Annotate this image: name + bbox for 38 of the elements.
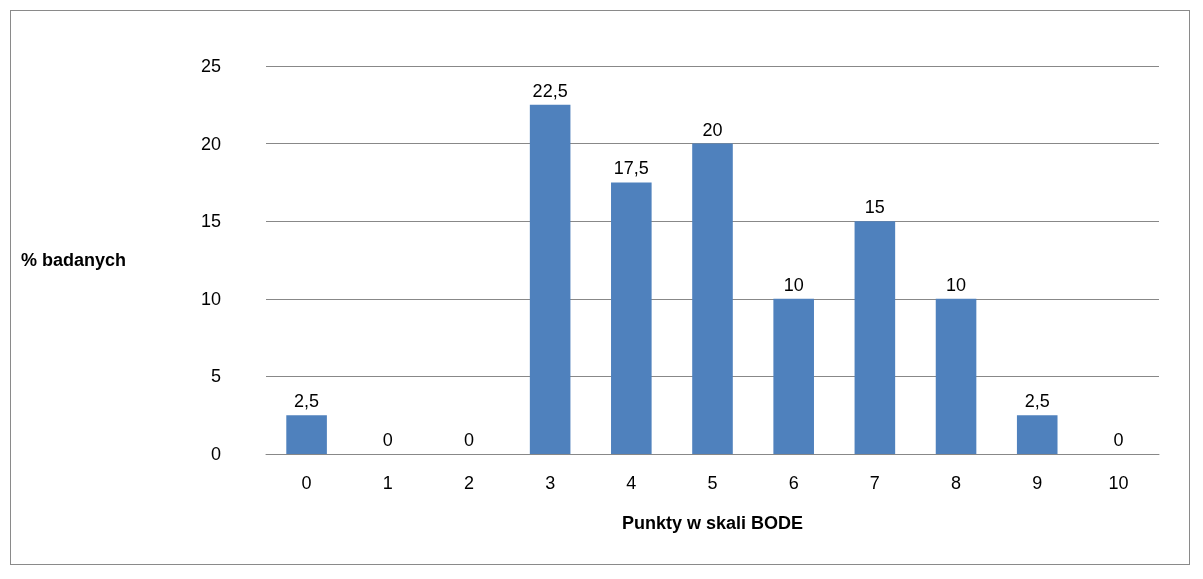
y-axis-title: % badanych <box>20 250 126 270</box>
data-label: 15 <box>864 197 885 218</box>
x-tick-label: 6 <box>788 473 799 493</box>
x-tick-label: 0 <box>301 473 312 493</box>
y-tick-label: 10 <box>200 288 221 309</box>
data-label: 0 <box>382 430 393 450</box>
x-tick-label: 8 <box>951 473 962 493</box>
data-label: 0 <box>463 430 474 450</box>
x-tick-label: 2 <box>463 473 474 493</box>
data-label: 2,5 <box>294 391 320 412</box>
x-tick-label: 9 <box>1032 473 1043 493</box>
data-label: 10 <box>946 274 967 295</box>
y-tick-label: 20 <box>200 133 221 154</box>
y-tick-label: 15 <box>200 211 221 232</box>
y-tick-label: 0 <box>210 444 221 464</box>
bar <box>1016 415 1058 454</box>
data-label: 0 <box>1113 430 1124 450</box>
y-tick-label: 25 <box>200 56 221 76</box>
data-label: 10 <box>783 274 804 295</box>
bar <box>773 298 814 454</box>
x-axis-title: Punkty w skali BODE <box>621 513 804 533</box>
bar <box>611 182 652 454</box>
x-tick-label: 7 <box>869 473 880 493</box>
bar <box>692 143 733 454</box>
bar <box>286 415 327 454</box>
y-tick-label: 5 <box>210 366 221 387</box>
data-label: 17,5 <box>613 158 649 179</box>
bar <box>935 298 977 454</box>
x-tick-label: 3 <box>545 473 556 493</box>
bar <box>854 221 896 454</box>
data-label: 2,5 <box>1024 391 1050 412</box>
data-label: 20 <box>702 119 723 140</box>
x-tick-label: 1 <box>382 473 393 493</box>
x-tick-label: 5 <box>707 473 718 493</box>
x-tick-label: 10 <box>1108 473 1129 493</box>
x-tick-label: 4 <box>626 473 637 493</box>
data-label: 22,5 <box>532 80 568 101</box>
bar <box>529 104 571 454</box>
